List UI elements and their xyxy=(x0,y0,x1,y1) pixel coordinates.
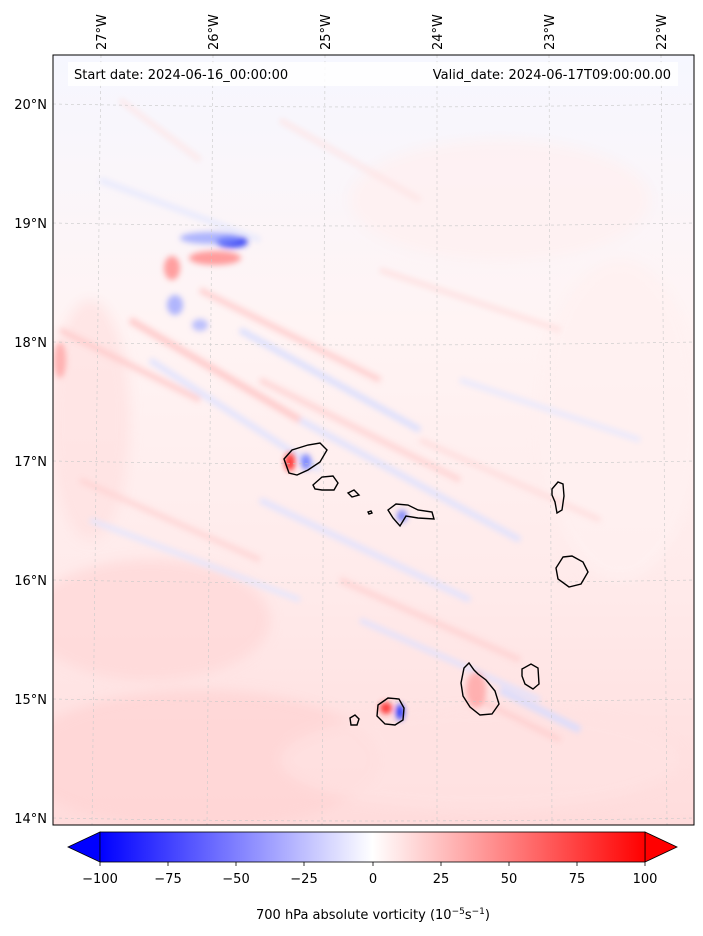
latitude-labels: 20°N 19°N 18°N 17°N 16°N 15°N 14°N xyxy=(14,98,47,827)
island-branco xyxy=(367,510,373,515)
lon-label-25w: 25°W xyxy=(319,14,334,50)
colorbar-ticks xyxy=(99,862,646,866)
vorticity-strong-features xyxy=(54,232,486,720)
start-date-label: Start date: 2024-06-16_00:00:00 xyxy=(74,68,288,83)
colorbar: −100 −75 −50 −25 0 25 50 75 100 700 hPa … xyxy=(67,831,678,923)
vorticity-broad-patches xyxy=(53,140,694,825)
cbar-tick-50: 50 xyxy=(501,872,518,887)
map-frame xyxy=(52,54,695,826)
island-boa-vista xyxy=(555,555,589,588)
info-band xyxy=(68,62,678,86)
cbar-tick-75: 75 xyxy=(569,872,586,887)
lat-label-15n: 15°N xyxy=(14,693,47,708)
lat-label-20n: 20°N xyxy=(14,98,47,113)
island-sao-nicolau xyxy=(387,503,435,528)
island-outlines xyxy=(283,442,589,726)
island-sao-vicente xyxy=(312,475,339,491)
lat-label-14n: 14°N xyxy=(14,812,47,827)
cbar-tick--75: −75 xyxy=(154,872,181,887)
island-santa-luzia xyxy=(346,489,361,498)
colorbar-label: 700 hPa absolute vorticity (10−5s−1) xyxy=(256,907,490,923)
lon-label-26w: 26°W xyxy=(207,14,222,50)
colorbar-max-extend xyxy=(644,831,678,863)
cbar-tick-25: 25 xyxy=(433,872,450,887)
colorbar-gradient xyxy=(99,831,646,863)
colorbar-min-extend xyxy=(67,831,101,863)
gridlines xyxy=(53,55,694,825)
lat-label-18n: 18°N xyxy=(14,336,47,351)
cbar-tick--100: −100 xyxy=(82,872,118,887)
cbar-tick-100: 100 xyxy=(633,872,658,887)
island-santiago xyxy=(460,661,500,716)
lat-label-16n: 16°N xyxy=(14,574,47,589)
island-santo-antao xyxy=(283,442,328,476)
valid-date-label: Valid_date: 2024-06-17T09:00:00.00 xyxy=(433,68,671,83)
lat-label-17n: 17°N xyxy=(14,455,47,470)
lon-label-24w: 24°W xyxy=(431,14,446,50)
island-brava xyxy=(349,714,360,726)
cbar-tick--50: −50 xyxy=(222,872,249,887)
vorticity-streaks xyxy=(58,98,641,743)
lon-label-22w: 22°W xyxy=(655,14,670,50)
lat-label-19n: 19°N xyxy=(14,217,47,232)
cbar-tick--25: −25 xyxy=(290,872,317,887)
longitude-labels: 27°W 26°W 25°W 24°W 23°W 22°W xyxy=(95,14,670,50)
island-fogo xyxy=(376,697,405,726)
lon-label-23w: 23°W xyxy=(543,14,558,50)
island-maio xyxy=(521,663,540,690)
vorticity-field xyxy=(53,55,694,825)
lon-label-27w: 27°W xyxy=(95,14,110,50)
cbar-tick-0: 0 xyxy=(369,872,377,887)
island-sal xyxy=(551,481,565,515)
